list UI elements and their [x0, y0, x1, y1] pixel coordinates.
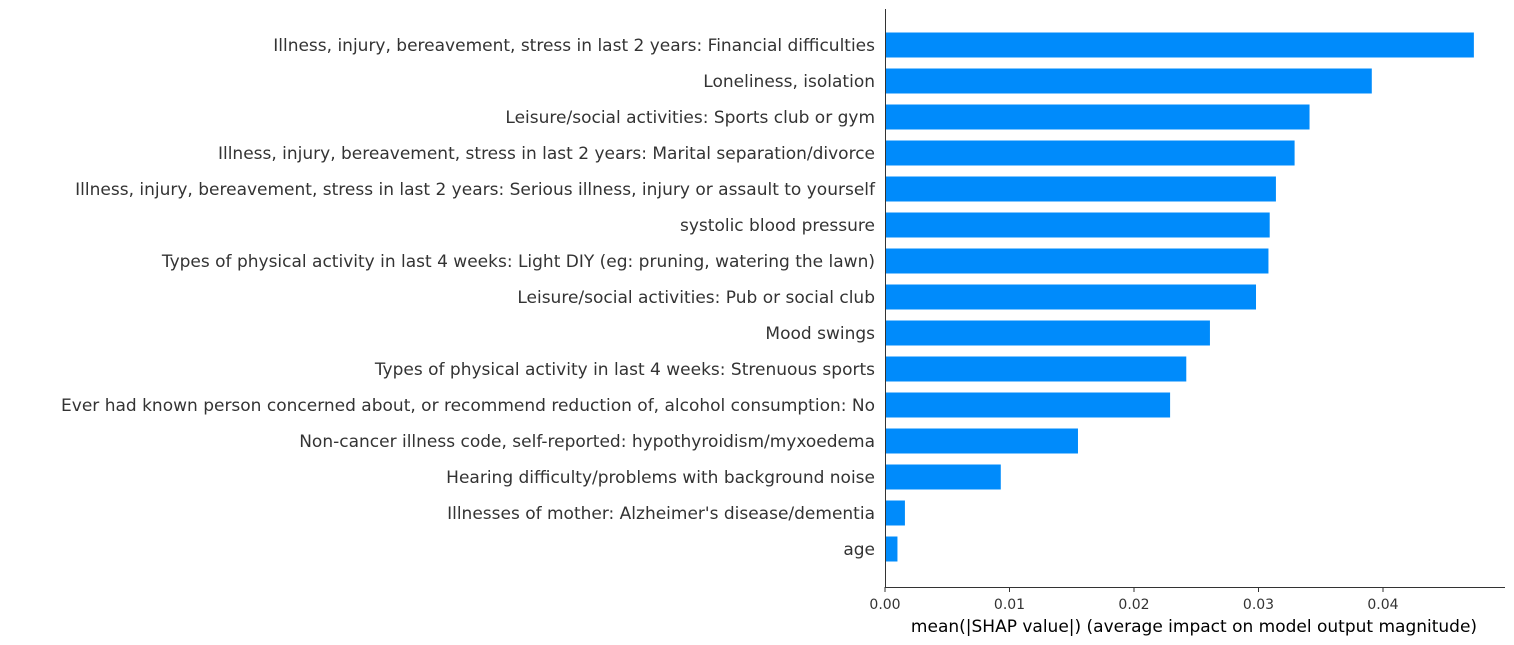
- category-label: Types of physical activity in last 4 wee…: [161, 252, 875, 272]
- x-tick-label: 0.00: [869, 597, 900, 613]
- bar: [885, 104, 1310, 130]
- category-label: age: [843, 540, 875, 560]
- category-label: Ever had known person concerned about, o…: [61, 396, 875, 416]
- bar: [885, 176, 1276, 202]
- category-label: Illness, injury, bereavement, stress in …: [75, 180, 876, 200]
- bar: [885, 536, 898, 562]
- category-label: Illness, injury, bereavement, stress in …: [218, 144, 875, 164]
- category-label: systolic blood pressure: [680, 216, 875, 236]
- bars-layer: [885, 32, 1474, 562]
- category-label: Hearing difficulty/problems with backgro…: [446, 468, 875, 488]
- category-label: Leisure/social activities: Pub or social…: [517, 288, 875, 308]
- bar: [885, 32, 1474, 58]
- bar: [885, 392, 1171, 418]
- category-label: Leisure/social activities: Sports club o…: [505, 108, 875, 128]
- category-labels: Illness, injury, bereavement, stress in …: [61, 36, 876, 560]
- bar: [885, 500, 905, 526]
- bar: [885, 464, 1001, 490]
- x-axis-ticks: 0.00 0.01 0.02 0.03 0.04: [869, 587, 1399, 613]
- bar: [885, 320, 1210, 346]
- x-tick-label: 0.03: [1243, 597, 1274, 613]
- bar: [885, 284, 1257, 310]
- bar: [885, 248, 1269, 274]
- bar: [885, 68, 1372, 94]
- x-tick-label: 0.02: [1118, 597, 1149, 613]
- category-label: Illnesses of mother: Alzheimer's disease…: [447, 504, 875, 524]
- x-axis-title: mean(|SHAP value|) (average impact on mo…: [911, 617, 1477, 637]
- bar: [885, 356, 1187, 382]
- category-label: Loneliness, isolation: [703, 72, 875, 92]
- bar: [885, 140, 1295, 166]
- bar: [885, 212, 1270, 238]
- category-label: Illness, injury, bereavement, stress in …: [273, 36, 875, 56]
- x-tick-label: 0.01: [994, 597, 1025, 613]
- category-label: Non-cancer illness code, self-reported: …: [299, 432, 875, 452]
- category-label: Types of physical activity in last 4 wee…: [374, 360, 875, 380]
- category-label: Mood swings: [765, 324, 875, 344]
- bar: [885, 428, 1078, 454]
- x-tick-label: 0.04: [1367, 597, 1398, 613]
